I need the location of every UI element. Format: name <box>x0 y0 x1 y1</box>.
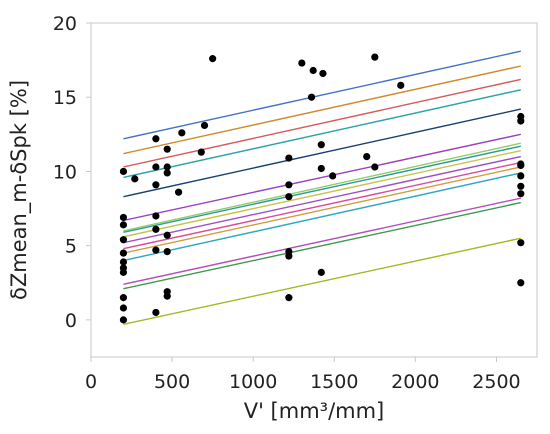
fit-line-13 <box>123 172 521 262</box>
data-point-26 <box>163 145 171 153</box>
data-point-1 <box>119 316 128 324</box>
data-point-38 <box>298 59 306 67</box>
data-point-25 <box>163 163 171 171</box>
data-point-8 <box>119 236 128 244</box>
fit-line-5 <box>123 108 521 198</box>
data-point-52 <box>517 190 525 198</box>
data-point-29 <box>197 148 205 156</box>
fit-line-4 <box>123 89 521 179</box>
fit-lines <box>123 50 521 326</box>
data-point-11 <box>119 167 128 176</box>
fit-line-15 <box>123 201 521 290</box>
data-point-3 <box>119 294 128 302</box>
fit-line-6 <box>123 133 521 222</box>
x-tick-label: 500 <box>154 371 190 393</box>
fit-line-12 <box>123 166 521 254</box>
data-point-54 <box>517 172 525 180</box>
data-point-53 <box>517 182 525 190</box>
data-point-34 <box>285 248 293 256</box>
data-point-24 <box>163 169 171 177</box>
plot-frame <box>90 22 538 358</box>
data-point-6 <box>119 258 128 266</box>
data-points <box>119 53 525 324</box>
data-point-46 <box>363 153 371 161</box>
data-point-31 <box>209 55 217 63</box>
data-point-5 <box>119 264 128 272</box>
data-point-19 <box>152 135 160 143</box>
data-point-10 <box>119 213 128 222</box>
x-tick-label: 2000 <box>391 371 439 393</box>
data-point-32 <box>285 294 293 302</box>
x-axis-label: V' [mm³/mm] <box>244 399 385 423</box>
data-point-2 <box>119 304 128 312</box>
data-point-40 <box>309 66 317 75</box>
data-point-37 <box>285 154 293 162</box>
y-tick-label: 0 <box>65 310 77 332</box>
x-tick-label: 1500 <box>310 371 358 393</box>
data-point-13 <box>152 308 160 317</box>
data-point-7 <box>119 249 128 257</box>
data-point-14 <box>152 246 160 254</box>
x-tick-label: 1000 <box>229 371 277 393</box>
fit-line-3 <box>123 78 521 168</box>
y-tick-label: 20 <box>53 13 77 35</box>
fit-line-14 <box>123 197 521 285</box>
data-point-23 <box>163 231 171 239</box>
data-point-17 <box>152 181 160 189</box>
data-point-48 <box>371 53 379 61</box>
data-point-30 <box>200 121 209 130</box>
data-point-22 <box>163 248 171 256</box>
data-point-47 <box>371 163 379 171</box>
data-point-49 <box>397 81 405 89</box>
fit-line-2 <box>123 65 521 155</box>
data-point-41 <box>317 268 325 276</box>
fit-line-16 <box>123 237 521 326</box>
data-point-16 <box>152 212 160 220</box>
y-axis-ticks: 0 5 10 15 20 <box>53 13 91 332</box>
fit-line-7 <box>123 142 521 232</box>
x-tick-label: 2500 <box>472 371 520 393</box>
data-point-35 <box>285 193 293 201</box>
data-point-39 <box>307 93 316 101</box>
data-point-15 <box>152 225 160 233</box>
data-point-56 <box>517 160 525 168</box>
data-point-18 <box>152 163 160 171</box>
fit-line-11 <box>123 161 521 250</box>
y-tick-label: 5 <box>65 236 77 258</box>
data-point-42 <box>317 164 325 173</box>
data-point-9 <box>119 221 128 229</box>
data-point-58 <box>517 112 525 121</box>
data-point-12 <box>131 175 139 183</box>
y-tick-label: 10 <box>53 161 77 183</box>
fit-line-1 <box>123 50 521 140</box>
data-point-27 <box>174 188 183 196</box>
fit-line-10 <box>123 155 521 244</box>
y-axis-label: δZmean_m-δSpk [%] <box>7 80 32 300</box>
data-point-36 <box>285 181 293 189</box>
data-point-44 <box>319 69 327 78</box>
data-point-43 <box>317 141 325 149</box>
data-point-45 <box>329 172 337 180</box>
data-point-28 <box>178 129 186 137</box>
fit-line-8 <box>123 145 521 233</box>
data-point-51 <box>517 239 525 247</box>
y-tick-label: 15 <box>53 87 77 109</box>
x-axis-ticks: 0 500 1000 1500 2000 2500 <box>85 357 521 393</box>
x-tick-label: 0 <box>85 371 97 393</box>
data-point-50 <box>517 279 525 287</box>
fit-line-9 <box>123 149 521 238</box>
data-point-21 <box>163 288 171 296</box>
